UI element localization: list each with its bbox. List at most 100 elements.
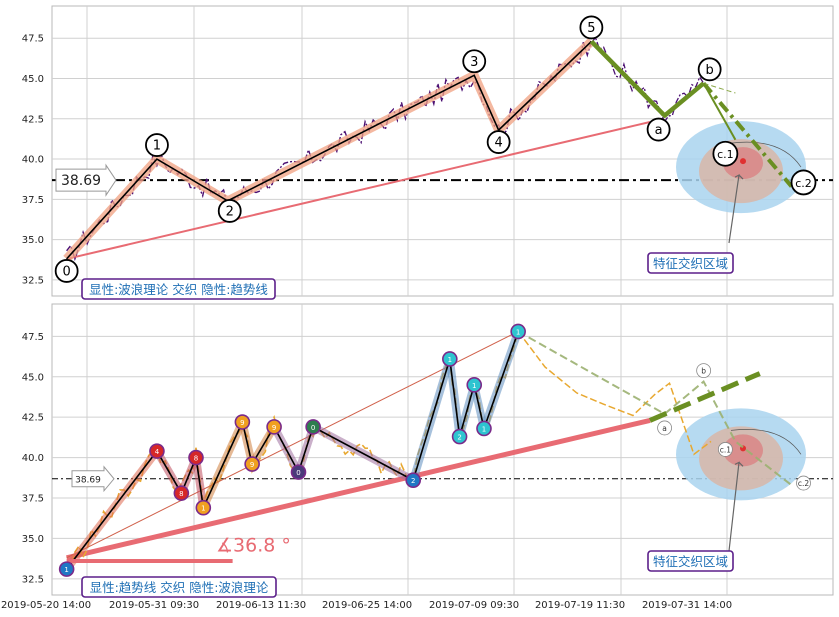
y-tick-label: 37.5 [22, 195, 44, 206]
y-tick-label: 35.0 [22, 235, 44, 246]
wave-dot [266, 419, 282, 435]
angle-label: ∡36.8 ° [216, 534, 291, 556]
wave-dot [405, 472, 422, 489]
wave-label: 2 [226, 204, 234, 219]
trendline [66, 121, 651, 260]
wave-label-circle [697, 57, 722, 82]
wave-dot-label: 1 [516, 328, 520, 336]
y-tick-label: 42.5 [22, 413, 44, 424]
wave-label: 5 [587, 21, 595, 36]
wave-dot [451, 428, 468, 445]
top-panel: 32.5 35.0 37.5 40.0 42.5 45.0 47.5 38.69 特征交织区域显… [22, 5, 834, 300]
bottom-panel: 32.5 35.0 37.5 40.0 42.5 45.0 47.5 38.69 特征交织区域显… [22, 303, 834, 598]
zone-label-box [647, 550, 734, 572]
projected-label: a [662, 424, 667, 433]
wave-dot-label: 0 [311, 424, 315, 432]
wave-label: 3 [470, 55, 478, 70]
wave-dot [234, 414, 251, 430]
wave-dot-label: 8 [194, 455, 198, 463]
price-level-arrow [55, 163, 117, 197]
projected-label: c.1 [720, 445, 732, 454]
y-tick-label: 32.5 [22, 275, 44, 286]
wave-dot-label: 1 [472, 382, 476, 390]
wave-label: 1 [153, 139, 161, 154]
zone-label-box [647, 252, 734, 274]
y-tick-label: 47.5 [22, 34, 44, 45]
wave-label: a [655, 123, 663, 138]
projected-label-circle [717, 442, 733, 457]
wave-dot-label: 8 [179, 490, 183, 498]
zone-label: 特征交织区域 [653, 554, 728, 569]
corrective-projection [702, 82, 794, 188]
x-tick-label: 2019-05-20 14:00 [1, 600, 91, 611]
wave-dot-label: 0 [296, 469, 300, 477]
projection-c1 [702, 82, 737, 141]
projected-label: c.2 [798, 479, 810, 488]
wave-dot [305, 419, 321, 435]
projected-label-circle [796, 475, 811, 491]
wave-label-circle [54, 259, 79, 283]
wave-dot [510, 323, 526, 340]
info-box-label: 显性:趋势线 交织 隐性:波浪理论 [90, 580, 269, 595]
wave-label-circle [486, 130, 511, 154]
info-box-label: 显性:波浪理论 交织 隐性:趋势线 [89, 282, 268, 297]
wave-dot-label: 2 [457, 434, 461, 442]
wave-label-circle [646, 117, 671, 142]
x-tick-label: 2019-05-31 09:30 [109, 600, 199, 611]
wave-dot-label: 9 [240, 419, 244, 427]
info-box [81, 278, 276, 300]
y-tick-label: 40.0 [22, 453, 44, 464]
wave-dot [442, 351, 458, 367]
wave-dot-label: 2 [411, 477, 415, 485]
wave-dot-label: 1 [201, 505, 205, 513]
wave-label: c.2 [795, 177, 812, 190]
y-tick-label: 42.5 [22, 114, 44, 125]
wave-dot [244, 456, 260, 472]
wave-dot [149, 443, 165, 459]
price-level-label: 38.69 [61, 173, 101, 189]
wave-dot [188, 449, 204, 466]
wave-dot [173, 485, 190, 501]
y-tick-label: 37.5 [22, 494, 44, 505]
wave-label: 0 [63, 264, 71, 279]
ghost-projection [517, 330, 793, 486]
price-level-arrow [71, 465, 115, 493]
projected-label-circle [657, 420, 672, 436]
x-tick-label: 2019-06-13 11:30 [216, 600, 306, 611]
wave-dot-label: 1 [448, 356, 452, 364]
x-tick-label: 2019-07-09 09:30 [429, 600, 519, 611]
info-box [81, 576, 277, 598]
wave-label-circle [712, 140, 739, 167]
x-tick-label: 2019-06-25 14:00 [322, 600, 412, 611]
zone-label: 特征交织区域 [653, 256, 728, 271]
wave-dot-label: 9 [272, 424, 276, 432]
wave-label-circle [217, 199, 242, 223]
zone-center [740, 158, 746, 165]
x-tick-label: 2019-07-31 14:00 [642, 600, 732, 611]
y-tick-label: 32.5 [22, 574, 44, 585]
x-tick-label: 2019-07-19 11:30 [535, 600, 625, 611]
wave-dot-label: 1 [482, 425, 486, 433]
y-tick-label: 47.5 [22, 332, 44, 343]
zone-arc [730, 141, 802, 168]
y-tick-label: 40.0 [22, 155, 44, 166]
x-axis-tick-labels: 2019-05-20 14:00 2019-05-31 09:30 2019-06-… [1, 600, 732, 611]
wave-dot [476, 420, 492, 437]
trendline-extension [648, 371, 761, 423]
zone-callout-arrow [728, 461, 744, 552]
wave-label: c.1 [717, 148, 734, 161]
wave-label-circle [462, 49, 487, 74]
y-tick-label: 35.0 [22, 534, 44, 545]
price-level-label: 38.69 [75, 475, 101, 485]
projected-label-circle [696, 363, 712, 379]
zone-callout-arrow [728, 174, 744, 244]
wave-line [65, 331, 519, 570]
projection-upper [703, 82, 736, 94]
wave-dot [195, 499, 212, 516]
wave-dot [58, 561, 75, 577]
wave-dot-label: 4 [155, 448, 160, 456]
price-series-tail [517, 331, 712, 456]
wave-label: b [706, 63, 714, 78]
wave-label-circle [145, 133, 169, 157]
